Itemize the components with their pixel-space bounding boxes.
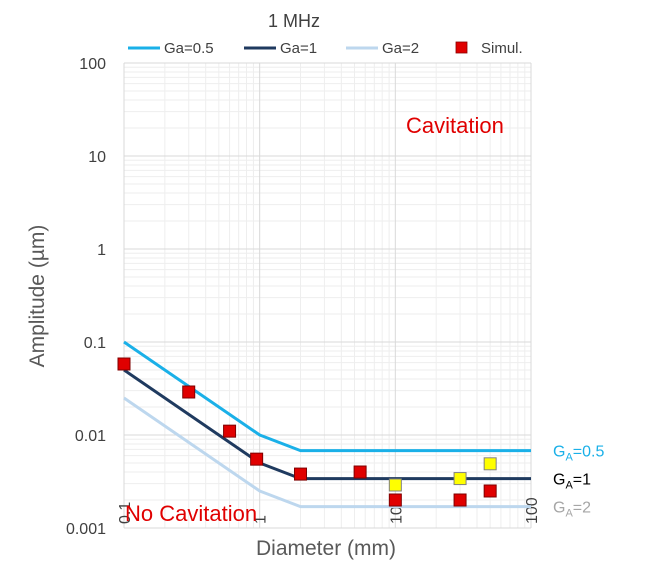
end-label-ga: GA=2 (553, 500, 591, 520)
y-tick-label: 1 (97, 242, 106, 259)
legend-label-simul: Simul. (481, 40, 523, 57)
y-tick-label: 0.01 (75, 428, 106, 445)
annotation-no-cavitation: No Cavitation (125, 501, 257, 526)
major-gridlines (123, 62, 532, 529)
series-line-ga-2 (123, 396, 531, 509)
simul-data-point (250, 452, 264, 466)
x-axis-title: Diameter (mm) (256, 537, 396, 560)
legend-swatch-simul (455, 41, 468, 54)
legend: Ga=0.5 Ga=1 Ga=2 Simul. (128, 40, 523, 57)
end-label-ga: GA=1 (553, 472, 591, 492)
x-tick-label: 1 (253, 515, 270, 524)
simul-data-point (353, 465, 367, 479)
x-tick-label: 10 (388, 506, 405, 524)
y-tick-label: 0.1 (84, 335, 106, 352)
yellow-data-point (483, 457, 497, 471)
y-tick-label: 10 (88, 149, 106, 166)
simul-data-point (223, 424, 237, 438)
y-axis-title: Amplitude (µm) (26, 225, 49, 368)
x-tick-label: 0.1 (117, 502, 134, 524)
series-line-ga-1 (123, 368, 531, 481)
simul-data-point (294, 467, 308, 481)
line-end-labels: GA=0.5 GA=1 GA=2 (553, 444, 604, 520)
legend-label-ga-0-5: Ga=0.5 (164, 40, 214, 57)
x-axis-tick-labels: 0.1 1 10 100 (117, 497, 541, 524)
y-tick-label: 0.001 (66, 521, 106, 538)
x-tick-label: 100 (524, 497, 541, 524)
legend-label-ga-1: Ga=1 (280, 40, 317, 57)
annotation-cavitation: Cavitation (406, 113, 504, 138)
simul-data-point (453, 493, 467, 507)
series-markers (117, 357, 497, 507)
simul-data-point (117, 357, 131, 371)
y-axis-tick-labels: 0.001 0.01 0.1 1 10 100 (66, 56, 106, 538)
yellow-data-point (388, 478, 402, 492)
y-tick-label: 100 (79, 56, 106, 73)
simul-data-point (483, 484, 497, 498)
yellow-data-point (453, 472, 467, 486)
chart-title: 1 MHz (268, 11, 320, 31)
simul-data-point (388, 493, 402, 507)
legend-label-ga-2: Ga=2 (382, 40, 419, 57)
simul-data-point (182, 385, 196, 399)
end-label-ga: GA=0.5 (553, 444, 604, 464)
